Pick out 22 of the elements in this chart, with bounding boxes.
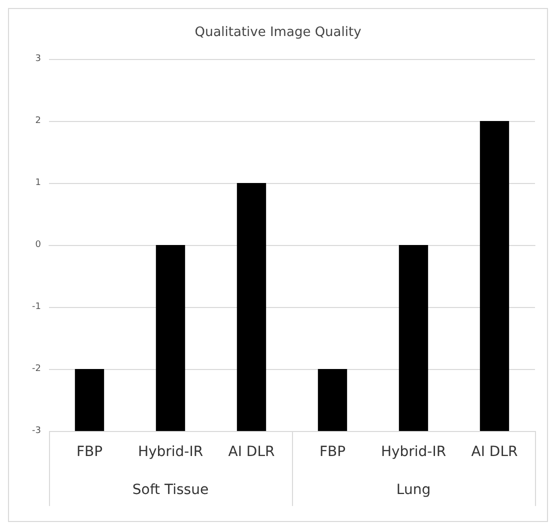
text: Soft Tissue <box>132 482 209 498</box>
y-tick-label: -3 <box>32 426 41 436</box>
y-tick-label: 3 <box>35 54 41 64</box>
y-tick-label: 1 <box>35 178 41 188</box>
bar <box>318 369 348 431</box>
bar <box>398 245 428 431</box>
bar <box>156 245 186 431</box>
text: Lung <box>396 482 431 498</box>
y-tick-label: -2 <box>32 364 41 374</box>
x-tick-label: AI DLR <box>471 444 518 460</box>
y-tick-label: -1 <box>32 302 41 312</box>
x-tick-label: AI DLR <box>228 444 275 460</box>
x-tick-label: FBP <box>76 444 103 460</box>
x-tick-label: Hybrid-IR <box>380 444 446 460</box>
bar <box>480 121 510 431</box>
y-tick-label: 2 <box>35 116 41 126</box>
bar <box>236 183 266 431</box>
chart-title: Qualitative Image Quality <box>194 25 362 40</box>
x-tick-label: Hybrid-IR <box>138 444 204 460</box>
x-tick-label: FBP <box>319 444 346 460</box>
bar <box>74 369 104 431</box>
y-tick-label: 0 <box>35 240 42 250</box>
